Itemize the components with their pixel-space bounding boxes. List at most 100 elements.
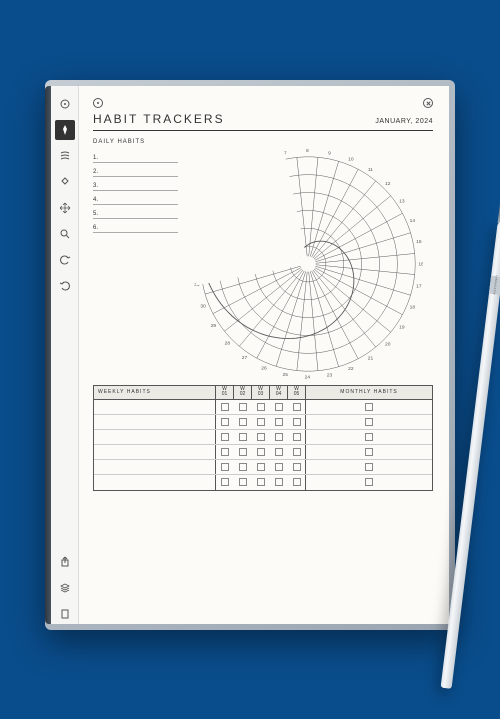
week-checkbox[interactable] [234, 475, 252, 490]
page-title: HABIT TRACKERS [93, 112, 225, 126]
spiral-tracker: 1234567891011121314151617181920212223242… [193, 149, 423, 379]
tracker-row [94, 400, 432, 415]
svg-text:19: 19 [399, 324, 405, 330]
weekly-monthly-table: WEEKLY HABITS W01W02W03W04W05 MONTHLY HA… [93, 385, 433, 491]
undo-icon[interactable] [55, 250, 75, 270]
svg-text:27: 27 [241, 354, 247, 360]
pen-icon[interactable] [55, 120, 75, 140]
habit-line[interactable]: 4. [93, 191, 178, 205]
page-content: HABIT TRACKERS JANUARY, 2024 DAILY HABIT… [79, 86, 449, 624]
svg-text:20: 20 [385, 341, 391, 347]
svg-text:22: 22 [348, 365, 354, 371]
toolbar [51, 86, 79, 624]
svg-text:15: 15 [416, 239, 422, 245]
svg-text:13: 13 [399, 198, 405, 204]
week-checkbox[interactable] [288, 400, 306, 414]
monthly-header: MONTHLY HABITS [306, 386, 432, 399]
weekly-header: WEEKLY HABITS [94, 386, 216, 399]
week-checkbox[interactable] [216, 475, 234, 490]
habit-line[interactable]: 6. [93, 219, 178, 233]
week-header: W02 [234, 386, 252, 399]
month-checkbox[interactable] [306, 400, 432, 414]
week-checkbox[interactable] [216, 400, 234, 414]
close-icon[interactable] [423, 98, 433, 108]
page-date: JANUARY, 2024 [375, 118, 433, 125]
tracker-row [94, 445, 432, 460]
week-checkbox[interactable] [216, 445, 234, 459]
svg-text:8: 8 [306, 149, 309, 154]
tracker-row [94, 460, 432, 475]
page-icon[interactable] [55, 604, 75, 624]
svg-text:12: 12 [385, 181, 391, 187]
week-checkbox[interactable] [234, 400, 252, 414]
share-icon[interactable] [55, 552, 75, 572]
svg-text:10: 10 [348, 156, 354, 162]
week-checkbox[interactable] [270, 415, 288, 429]
week-checkbox[interactable] [252, 475, 270, 490]
svg-text:11: 11 [367, 167, 372, 173]
week-checkbox[interactable] [288, 445, 306, 459]
month-checkbox[interactable] [306, 475, 432, 490]
week-checkbox[interactable] [270, 475, 288, 490]
habit-line[interactable]: 5. [93, 205, 178, 219]
week-checkbox[interactable] [216, 460, 234, 474]
week-checkbox[interactable] [216, 415, 234, 429]
week-checkbox[interactable] [270, 445, 288, 459]
week-checkbox[interactable] [288, 415, 306, 429]
page-menu-icon[interactable] [93, 98, 103, 108]
lines-icon[interactable] [55, 146, 75, 166]
week-checkbox[interactable] [234, 430, 252, 444]
svg-text:23: 23 [326, 372, 332, 378]
week-checkbox[interactable] [252, 415, 270, 429]
habit-line[interactable]: 3. [93, 177, 178, 191]
svg-text:29: 29 [210, 323, 216, 329]
week-checkbox[interactable] [270, 400, 288, 414]
svg-text:28: 28 [224, 340, 230, 346]
search-icon[interactable] [55, 224, 75, 244]
week-checkbox[interactable] [252, 445, 270, 459]
habit-line[interactable]: 1. [93, 149, 178, 163]
menu-icon[interactable] [55, 94, 75, 114]
tracker-row [94, 475, 432, 490]
week-checkbox[interactable] [234, 445, 252, 459]
svg-text:17: 17 [416, 283, 422, 289]
daily-habits-label: DAILY HABITS [93, 139, 433, 145]
week-checkbox[interactable] [270, 430, 288, 444]
svg-text:21: 21 [367, 355, 373, 361]
svg-text:24: 24 [304, 374, 310, 379]
week-checkbox[interactable] [216, 430, 234, 444]
svg-text:14: 14 [409, 217, 415, 223]
redo-icon[interactable] [55, 276, 75, 296]
week-checkbox[interactable] [234, 460, 252, 474]
month-checkbox[interactable] [306, 430, 432, 444]
tracker-row [94, 430, 432, 445]
svg-text:25: 25 [282, 372, 288, 378]
week-header: W05 [288, 386, 306, 399]
svg-text:9: 9 [328, 150, 331, 156]
move-icon[interactable] [55, 198, 75, 218]
svg-text:26: 26 [261, 365, 267, 371]
month-checkbox[interactable] [306, 415, 432, 429]
week-checkbox[interactable] [288, 475, 306, 490]
tracker-row [94, 415, 432, 430]
week-checkbox[interactable] [270, 460, 288, 474]
week-checkbox[interactable] [252, 460, 270, 474]
svg-text:16: 16 [418, 261, 423, 267]
week-checkbox[interactable] [288, 460, 306, 474]
tablet-device: HABIT TRACKERS JANUARY, 2024 DAILY HABIT… [45, 80, 455, 630]
week-header: W03 [252, 386, 270, 399]
layers-icon[interactable] [55, 578, 75, 598]
svg-text:30: 30 [200, 303, 206, 309]
week-checkbox[interactable] [288, 430, 306, 444]
eraser-icon[interactable] [55, 172, 75, 192]
week-header: W04 [270, 386, 288, 399]
month-checkbox[interactable] [306, 460, 432, 474]
week-checkbox[interactable] [252, 400, 270, 414]
month-checkbox[interactable] [306, 445, 432, 459]
week-checkbox[interactable] [234, 415, 252, 429]
svg-text:18: 18 [409, 304, 415, 310]
week-checkbox[interactable] [252, 430, 270, 444]
stylus-brand: reMarkable [489, 276, 500, 295]
habit-line[interactable]: 2. [93, 163, 178, 177]
habit-list: 1.2.3.4.5.6. [93, 149, 178, 379]
